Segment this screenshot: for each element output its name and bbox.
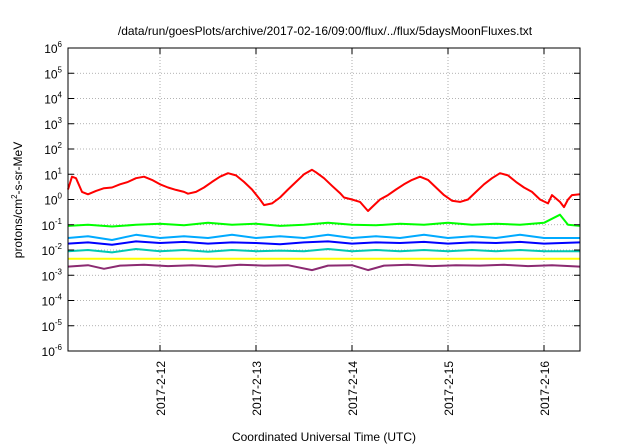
x-axis: 2017-2-12 2017-2-13 2017-2-14 2017-2-15 2017… xyxy=(154,48,552,416)
y-tick-label: 101 xyxy=(44,166,62,182)
chart-title: /data/run/goesPlots/archive/2017-02-16/0… xyxy=(118,24,533,38)
y-axis-label-post: -s-sr-MeV xyxy=(11,142,25,195)
x-tick-label: 2017-2-13 xyxy=(250,361,264,416)
x-tick-label: 2017-2-15 xyxy=(442,361,456,416)
y-tick-label: 105 xyxy=(44,65,62,81)
x-axis-label: Coordinated Universal Time (UTC) xyxy=(232,430,416,444)
y-tick-label: 10-2 xyxy=(42,242,63,258)
y-axis: 10-6 10-5 10-4 10-3 10-2 10-1 100 101 102 103 104 1… xyxy=(42,40,580,359)
grid-lines xyxy=(68,48,580,351)
y-tick-label: 102 xyxy=(44,141,62,157)
y-tick-label: 10-3 xyxy=(42,267,63,283)
series-line-1 xyxy=(67,168,581,212)
series-line-5 xyxy=(67,248,580,254)
y-tick-label: 106 xyxy=(44,40,62,56)
series-line-4 xyxy=(67,240,581,246)
series-line-3 xyxy=(67,233,580,241)
series-line-7 xyxy=(67,263,581,272)
y-tick-label: 103 xyxy=(44,116,62,132)
y-axis-label-pre: protons/cm xyxy=(11,199,25,258)
series-group xyxy=(67,168,581,272)
x-tick-label: 2017-2-14 xyxy=(346,361,360,416)
y-axis-label-sup: 2 xyxy=(10,194,19,199)
y-tick-label: 10-5 xyxy=(42,318,63,334)
y-tick-label: 10-6 xyxy=(42,343,63,359)
y-tick-label: 10-1 xyxy=(42,217,63,233)
y-axis-label: protons/cm2-s-sr-MeV xyxy=(10,142,25,258)
y-tick-label: 100 xyxy=(44,192,62,208)
series-line-2 xyxy=(67,213,581,228)
x-tick-label: 2017-2-12 xyxy=(154,361,168,416)
y-tick-label: 104 xyxy=(44,91,62,107)
x-tick-label: 2017-2-16 xyxy=(538,361,552,416)
y-tick-label: 10-4 xyxy=(42,293,63,309)
